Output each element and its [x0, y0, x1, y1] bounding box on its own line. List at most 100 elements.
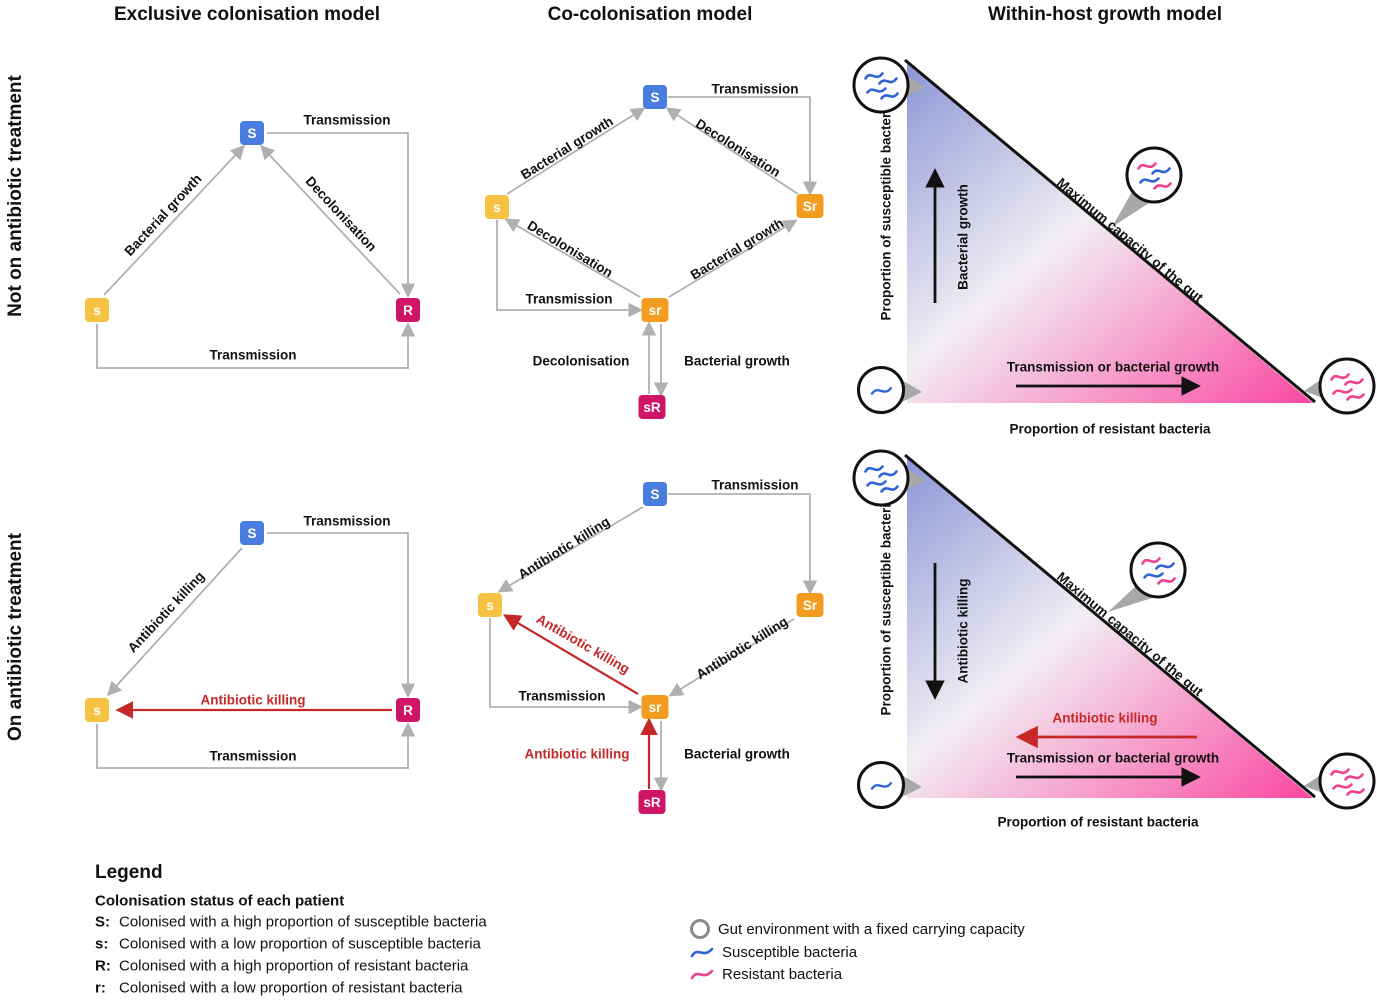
- node-s: s: [478, 593, 502, 617]
- node-sR: sR: [638, 790, 666, 814]
- susceptible-bacteria-icon: [870, 782, 893, 790]
- legend-title: Legend: [95, 862, 163, 883]
- legend-text: Colonised with a high proportion of susc…: [119, 913, 487, 931]
- gut-icon-resistant-high: [1318, 357, 1376, 415]
- row-label-no-treatment: Not on antibiotic treatment: [5, 75, 26, 317]
- arrow-transmission-S-to-Sr: [668, 96, 818, 196]
- label-transmission: Transmission: [525, 291, 613, 307]
- susceptible-bacteria-icon: [863, 464, 899, 493]
- label-bacterial-growth: Bacterial growth: [684, 746, 790, 762]
- arrow-transmission-s-to-sr: [489, 618, 643, 715]
- x-axis-label: Proportion of resistant bacteria: [1009, 421, 1211, 437]
- node-S: S: [240, 121, 264, 145]
- legend-item-s: s: Colonised with a low proportion of sus…: [95, 936, 481, 953]
- node-sr-label: sr: [648, 699, 662, 715]
- legend-item-S: S: Colonised with a high proportion of su…: [95, 914, 487, 931]
- gut-icon-resistant-high: [1318, 752, 1376, 810]
- legend-text: Colonised with a high proportion of resi…: [119, 957, 469, 975]
- legend-text: Susceptible bacteria: [722, 943, 858, 961]
- mixed-bacteria-icon: [1140, 556, 1176, 585]
- row-label-treatment: On antibiotic treatment: [5, 533, 26, 741]
- node-S: S: [643, 85, 667, 109]
- legend-susceptible-bacteria: Susceptible bacteria: [690, 943, 857, 961]
- arrow-transmission-s-to-R: [96, 322, 416, 369]
- gut-icon-mixed: [1125, 146, 1183, 204]
- gut-icon-susceptible-high: [852, 56, 910, 114]
- label-transmission: Transmission: [209, 748, 297, 764]
- node-S: S: [643, 482, 667, 506]
- node-R: R: [396, 698, 420, 722]
- gut-icon-susceptible-high: [852, 449, 910, 507]
- arrow-decolonisation-sr-to-s: [504, 218, 641, 298]
- legend-text: Gut environment with a fixed carrying ca…: [718, 920, 1025, 938]
- node-R-label: R: [403, 302, 413, 318]
- max-capacity-line-top: [904, 58, 1316, 404]
- node-S-label: S: [247, 125, 257, 141]
- node-S-label: S: [650, 486, 660, 502]
- node-S-label: S: [650, 89, 660, 105]
- legend-item-R: R: Colonised with a high proportion of re…: [95, 958, 468, 975]
- label-transmission: Transmission: [518, 688, 606, 704]
- node-Sr-label: Sr: [802, 597, 818, 613]
- arrow-transmission-S-to-R: [267, 132, 416, 298]
- susceptible-bacteria-icon: [690, 947, 714, 958]
- resistant-bacteria-icon: [690, 969, 714, 980]
- node-s: s: [85, 698, 109, 722]
- node-s-label: s: [493, 199, 501, 215]
- legend-key: r:: [95, 979, 106, 997]
- arrow-killing-Sr-to-sr: [668, 618, 795, 697]
- legend-item-r: r: Colonised with a low proportion of res…: [95, 980, 463, 997]
- arrow-killing-red-sr-to-s: [502, 614, 639, 695]
- label-transmission: Transmission: [303, 112, 391, 128]
- arrow-growth-s-to-S: [103, 144, 245, 296]
- label-transmission: Transmission: [711, 81, 799, 97]
- legend-text: Colonised with a low proportion of resis…: [119, 979, 463, 997]
- gut-environment-icon: [690, 919, 710, 939]
- node-R-label: R: [403, 702, 413, 718]
- gut-icon-susceptible-low: [857, 761, 905, 809]
- max-capacity-line-bottom: [904, 453, 1316, 799]
- arrow-transmission-S-to-Sr: [668, 493, 818, 595]
- node-s-label: s: [486, 597, 494, 613]
- y-axis-label: Proportion of susceptible bacteria: [878, 496, 894, 716]
- mixed-bacteria-icon: [1136, 161, 1172, 190]
- label-antibiotic-killing-red: Antibiotic killing: [200, 692, 306, 708]
- label-transmission: Transmission: [303, 513, 391, 529]
- node-Sr: Sr: [796, 194, 824, 218]
- gut-icon-mixed: [1129, 541, 1187, 599]
- node-s: s: [85, 298, 109, 322]
- pointer-tail: [900, 379, 922, 403]
- legend-key: R:: [95, 957, 111, 975]
- legend-text: Resistant bacteria: [722, 965, 843, 983]
- label-transmission: Transmission: [209, 347, 297, 363]
- label-transmission-or-growth: Transmission or bacterial growth: [1006, 750, 1220, 766]
- node-R: R: [396, 298, 420, 322]
- pointer-tail: [900, 774, 922, 798]
- label-bacterial-growth: Bacterial growth: [684, 353, 790, 369]
- label-antibiotic-killing-red: Antibiotic killing: [1052, 710, 1158, 726]
- gut-icon-susceptible-low: [857, 366, 905, 414]
- label-transmission: Transmission: [711, 477, 799, 493]
- label-decolonisation: Decolonisation: [532, 353, 630, 369]
- arrow-transmission-s-to-R: [96, 722, 416, 769]
- arrow-killing-S-to-s: [497, 506, 644, 593]
- legend-text: Colonised with a low proportion of susce…: [119, 935, 481, 953]
- node-s: s: [485, 195, 509, 219]
- arrow-growth-s-to-S: [506, 107, 646, 195]
- node-S: S: [240, 521, 264, 545]
- resistant-bacteria-icon: [1329, 767, 1365, 796]
- node-sR-label: sR: [643, 399, 661, 415]
- label-transmission-or-growth: Transmission or bacterial growth: [1006, 359, 1220, 375]
- node-sR: sR: [638, 395, 666, 419]
- node-sr-label: sr: [648, 302, 662, 318]
- node-s-label: s: [93, 302, 101, 318]
- arrow-transmission-s-to-sr: [496, 220, 643, 318]
- arrow-transmission-S-to-R: [267, 532, 416, 698]
- label-antibiotic-killing: Antibiotic killing: [955, 578, 971, 684]
- y-axis-label: Proportion of susceptible bacteria: [878, 101, 894, 321]
- label-antibiotic-killing-red: Antibiotic killing: [524, 746, 630, 762]
- node-sr: sr: [641, 298, 669, 322]
- node-sr: sr: [641, 695, 669, 719]
